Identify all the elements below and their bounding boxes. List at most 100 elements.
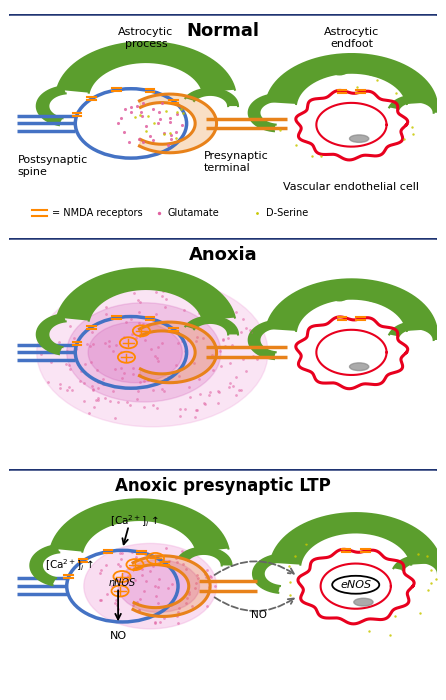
Point xyxy=(77,365,84,377)
Ellipse shape xyxy=(332,576,379,594)
Point xyxy=(128,547,136,558)
Point xyxy=(112,412,119,423)
Point xyxy=(229,319,236,330)
Point xyxy=(132,112,139,123)
Point xyxy=(168,578,175,589)
Point xyxy=(161,301,169,312)
Point xyxy=(99,378,106,389)
Ellipse shape xyxy=(354,598,373,606)
Text: $[\mathrm{Ca^{2+}}]_i$$\uparrow$: $[\mathrm{Ca^{2+}}]_i$$\uparrow$ xyxy=(110,514,158,529)
Text: Postsynaptic
spine: Postsynaptic spine xyxy=(17,155,88,177)
Point xyxy=(76,375,83,386)
Point xyxy=(201,397,208,408)
Point xyxy=(207,570,214,582)
Polygon shape xyxy=(266,54,437,104)
Text: Anoxia: Anoxia xyxy=(189,246,257,265)
Point xyxy=(243,366,250,377)
Point xyxy=(168,599,175,610)
Point xyxy=(432,574,439,585)
Point xyxy=(125,563,132,574)
Point xyxy=(180,304,187,316)
Point xyxy=(129,363,136,374)
Point xyxy=(152,591,159,602)
Point xyxy=(101,337,108,348)
Point xyxy=(175,371,182,382)
Polygon shape xyxy=(249,94,279,131)
Point xyxy=(127,313,134,324)
Point xyxy=(192,578,199,589)
Point xyxy=(138,569,145,580)
Point xyxy=(217,303,224,314)
Point xyxy=(95,289,102,300)
Point xyxy=(132,279,140,290)
Point xyxy=(159,286,166,297)
Point xyxy=(182,346,189,357)
Point xyxy=(156,316,163,328)
Point xyxy=(117,561,124,572)
Polygon shape xyxy=(186,316,238,335)
Point xyxy=(93,365,100,376)
Point xyxy=(114,600,121,611)
Point xyxy=(190,358,198,369)
Point xyxy=(309,150,316,162)
Point xyxy=(87,340,94,351)
Point xyxy=(124,575,131,586)
Point xyxy=(136,376,144,387)
Point xyxy=(65,360,72,371)
Point xyxy=(141,335,149,346)
Point xyxy=(192,335,199,346)
Point xyxy=(130,287,137,298)
Point xyxy=(286,576,293,587)
Point xyxy=(115,575,122,586)
Polygon shape xyxy=(50,499,228,552)
Point xyxy=(95,393,102,404)
Point xyxy=(91,402,98,413)
Point xyxy=(116,547,124,559)
Point xyxy=(150,560,157,571)
Point xyxy=(112,598,119,609)
Polygon shape xyxy=(57,42,235,92)
Point xyxy=(232,306,240,317)
Point xyxy=(186,382,193,393)
Point xyxy=(173,556,181,567)
Point xyxy=(206,386,213,398)
Point xyxy=(203,564,211,575)
Text: Astrocytic
process: Astrocytic process xyxy=(118,27,173,49)
Point xyxy=(140,136,147,148)
Point xyxy=(193,331,200,342)
Point xyxy=(217,360,224,372)
Point xyxy=(184,335,191,346)
Text: Presynaptic
terminal: Presynaptic terminal xyxy=(204,151,268,173)
Point xyxy=(194,572,202,583)
Point xyxy=(68,385,75,396)
Point xyxy=(99,374,106,385)
Point xyxy=(152,351,159,362)
Point xyxy=(165,582,172,593)
Text: eNOS: eNOS xyxy=(340,580,371,590)
Point xyxy=(140,585,148,596)
Text: Vascular endothelial cell: Vascular endothelial cell xyxy=(284,182,419,192)
Polygon shape xyxy=(249,321,279,359)
Point xyxy=(90,384,97,395)
Text: NO: NO xyxy=(252,610,268,620)
Point xyxy=(159,376,166,387)
Point xyxy=(207,572,214,583)
Point xyxy=(172,360,179,371)
Point xyxy=(191,412,198,423)
Point xyxy=(114,397,121,408)
Point xyxy=(155,207,162,218)
Point xyxy=(135,604,142,615)
Point xyxy=(164,372,171,383)
Point xyxy=(201,398,208,409)
Point xyxy=(128,329,135,340)
Point xyxy=(184,592,191,603)
Point xyxy=(179,558,186,569)
Point xyxy=(206,389,213,400)
Point xyxy=(134,385,141,396)
Point xyxy=(162,105,169,116)
Point xyxy=(161,386,168,397)
Point xyxy=(161,612,168,624)
Point xyxy=(56,382,63,393)
Point xyxy=(136,369,144,380)
Point xyxy=(47,356,54,368)
